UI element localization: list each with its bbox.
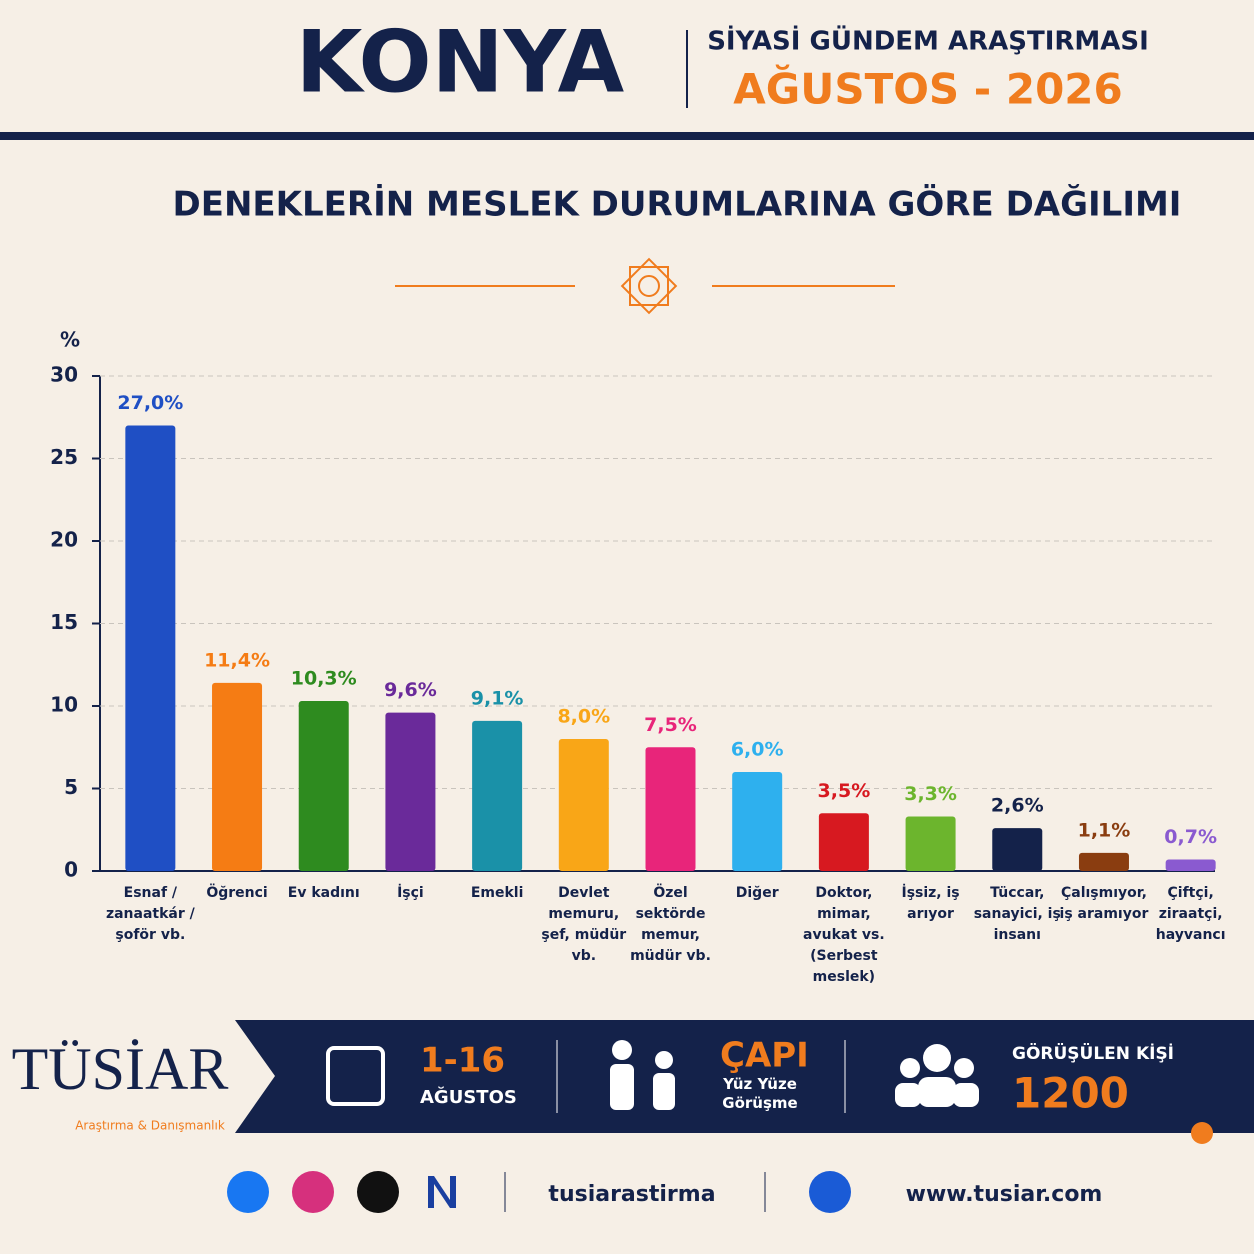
x-tick-label: Tüccar, sanayici, iş insanı bbox=[973, 885, 1061, 943]
count: 1200 bbox=[1012, 1069, 1129, 1118]
value-label: 8,0% bbox=[557, 706, 610, 728]
bar bbox=[558, 739, 609, 871]
value-label: 3,3% bbox=[904, 783, 957, 805]
count-label: GÖRÜŞÜLEN KİŞİ bbox=[1012, 1042, 1174, 1064]
x-tick-label: Öğrenci bbox=[206, 885, 268, 901]
bar bbox=[818, 813, 869, 871]
bar bbox=[212, 682, 263, 871]
y-tick-label: 10 bbox=[50, 693, 78, 717]
x-tick-label: Çalışmıyor, iş aramıyor bbox=[1059, 885, 1149, 922]
y-tick-label: 15 bbox=[50, 610, 78, 634]
scope-sub-box: Yüz Yüze Görüşme bbox=[722, 1075, 798, 1112]
calendar-icon bbox=[326, 1046, 385, 1106]
people-icon bbox=[610, 1040, 675, 1110]
x-tick-label: Özel sektörde memur, müdür vb. bbox=[630, 885, 711, 964]
ornament bbox=[395, 257, 895, 315]
y-tick-label: 25 bbox=[50, 445, 78, 469]
bar bbox=[298, 701, 349, 871]
x-tick-label: İşçi bbox=[397, 885, 424, 901]
value-label: 27,0% bbox=[117, 392, 183, 414]
month: AĞUSTOS bbox=[420, 1086, 517, 1108]
x-tick-label: Devlet memuru, şef, müdür vb. bbox=[541, 885, 627, 964]
brand-sub: Araştırma & Danışmanlık bbox=[75, 1119, 225, 1133]
bar bbox=[1078, 852, 1129, 871]
bar bbox=[385, 712, 436, 871]
x-tick-label: Çiftçi, ziraatçi, hayvancı bbox=[1155, 885, 1226, 943]
survey: SİYASİ GÜNDEM ARAŞTIRMASI bbox=[707, 24, 1149, 57]
dot bbox=[1191, 1122, 1213, 1144]
rule bbox=[0, 132, 1254, 140]
y-tick-label: 30 bbox=[50, 363, 78, 387]
bar bbox=[472, 720, 523, 871]
y-tick-label: 5 bbox=[64, 775, 78, 799]
city: KONYA bbox=[296, 12, 625, 112]
n-icon[interactable] bbox=[428, 1176, 456, 1208]
x-tick-label: Ev kadını bbox=[287, 885, 360, 901]
value-label: 0,7% bbox=[1164, 826, 1217, 848]
value-label: 7,5% bbox=[644, 714, 697, 736]
value-label: 11,4% bbox=[204, 649, 270, 671]
x-tick-label: Emekli bbox=[470, 885, 524, 901]
website[interactable]: www.tusiar.com bbox=[906, 1182, 1103, 1207]
value-label: 2,6% bbox=[991, 795, 1044, 817]
y-tick-label: 0 bbox=[64, 858, 78, 882]
facebook-icon[interactable] bbox=[227, 1171, 269, 1213]
bar bbox=[732, 772, 783, 871]
y-axis-label: % bbox=[60, 328, 80, 352]
x-icon[interactable] bbox=[357, 1171, 399, 1213]
value-label: 10,3% bbox=[291, 668, 357, 690]
value-label: 9,6% bbox=[384, 679, 437, 701]
x-tick-label: Doktor, mimar, avukat vs. (Serbest mesle… bbox=[803, 885, 885, 985]
bar bbox=[905, 816, 956, 871]
chart-title: DENEKLERİN MESLEK DURUMLARINA GÖRE DAĞIL… bbox=[173, 184, 1182, 225]
x-tick-label: Esnaf / zanaatkár / şoför vb. bbox=[105, 885, 195, 943]
instagram-icon[interactable] bbox=[292, 1171, 334, 1213]
value-label: 6,0% bbox=[731, 739, 784, 761]
value-label: 3,5% bbox=[818, 780, 871, 802]
scope: ÇAPI bbox=[720, 1036, 809, 1076]
bar bbox=[645, 747, 696, 871]
value-label: 1,1% bbox=[1078, 819, 1131, 841]
x-tick-label: Diğer bbox=[735, 885, 779, 901]
x-tick-label: İşsiz, iş arıyor bbox=[901, 885, 960, 922]
value-label: 9,1% bbox=[471, 687, 524, 709]
scope-sub: Yüz Yüze Görüşme bbox=[722, 1075, 798, 1112]
group-icon bbox=[895, 1044, 979, 1107]
info-band bbox=[235, 1020, 1254, 1133]
bar bbox=[1165, 859, 1216, 871]
bar bbox=[125, 425, 176, 871]
globe-icon[interactable] bbox=[809, 1171, 851, 1213]
y-tick-label: 20 bbox=[50, 528, 78, 552]
brand: TÜSİAR bbox=[12, 1036, 229, 1102]
period: AĞUSTOS - 2026 bbox=[733, 64, 1123, 114]
bar bbox=[992, 828, 1043, 871]
handle: tusiarastirma bbox=[548, 1182, 715, 1207]
dates: 1-16 bbox=[420, 1041, 505, 1081]
